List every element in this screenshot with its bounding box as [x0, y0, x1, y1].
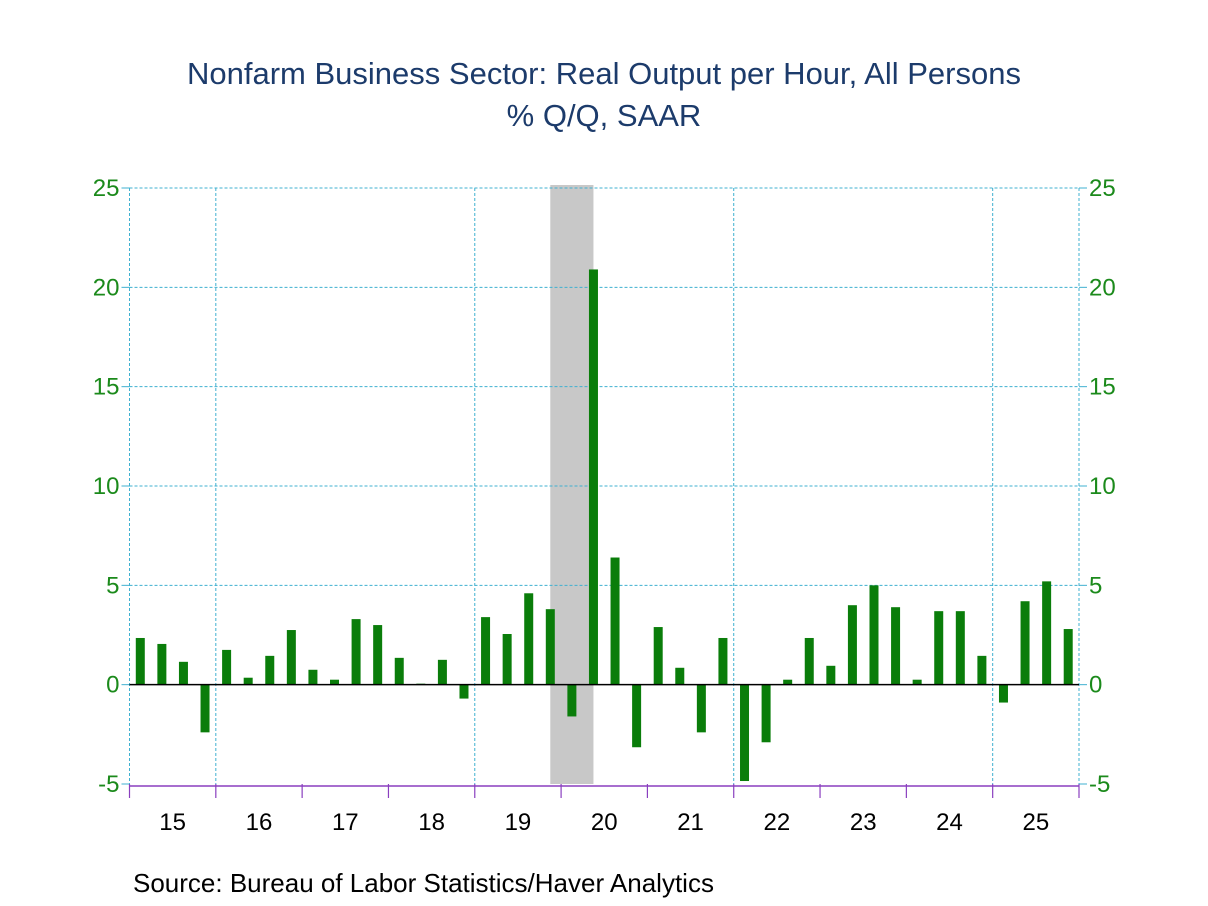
- bar-2018Q4: [459, 684, 469, 699]
- y-tick-label-right: 0: [1089, 672, 1102, 699]
- y-tick-label-right: 15: [1089, 374, 1116, 401]
- y-tick-label-right: 25: [1089, 175, 1116, 202]
- bar-2023Q3: [869, 585, 879, 685]
- bar-2022Q2: [761, 684, 771, 743]
- y-tick-label-right: 20: [1089, 274, 1116, 301]
- bar-2016Q3: [265, 655, 275, 685]
- x-tick-label: 23: [850, 809, 877, 836]
- x-tick-label: 24: [936, 809, 963, 836]
- y-tick-label-right: -5: [1089, 771, 1110, 798]
- bar-2023Q2: [847, 605, 857, 685]
- bar-2020Q3: [610, 557, 620, 685]
- y-tick-label-left: 5: [106, 572, 119, 599]
- bar-2022Q3: [783, 679, 793, 685]
- bar-2017Q3: [351, 619, 361, 685]
- x-tick-label: 21: [677, 809, 704, 836]
- bar-2017Q1: [308, 669, 318, 685]
- bar-2025Q1: [998, 684, 1008, 703]
- bar-2019Q3: [524, 593, 534, 685]
- source-note: Source: Bureau of Labor Statistics/Haver…: [133, 868, 714, 898]
- bar-2016Q2: [243, 677, 253, 685]
- bar-2025Q3: [1042, 581, 1052, 685]
- x-tick-label: 17: [332, 809, 359, 836]
- bar-2020Q4: [632, 684, 642, 748]
- bar-2021Q1: [653, 627, 663, 685]
- x-tick-label: 19: [505, 809, 532, 836]
- chart-subtitle: % Q/Q, SAAR: [506, 98, 702, 133]
- bar-2022Q4: [804, 637, 814, 685]
- bar-2024Q2: [934, 611, 944, 685]
- bar-2019Q2: [502, 634, 512, 685]
- bar-2016Q1: [222, 649, 232, 685]
- chart-title: Nonfarm Business Sector: Real Output per…: [187, 56, 1021, 91]
- bar-2025Q2: [1020, 601, 1030, 685]
- bar-2024Q3: [955, 611, 965, 685]
- bar-2020Q1: [567, 684, 577, 717]
- bar-2023Q1: [826, 665, 836, 685]
- y-tick-label-right: 10: [1089, 473, 1116, 500]
- y-tick-label-left: -5: [98, 771, 119, 798]
- bar-2018Q3: [437, 659, 447, 685]
- x-tick-label: 22: [764, 809, 791, 836]
- y-tick-label-left: 10: [93, 473, 120, 500]
- y-tick-label-left: 25: [93, 175, 120, 202]
- bar-2021Q3: [696, 684, 706, 733]
- bar-2015Q2: [157, 643, 167, 685]
- bar-2024Q4: [977, 655, 987, 685]
- bar-2015Q4: [200, 684, 210, 733]
- x-tick-label: 18: [418, 809, 445, 836]
- bar-2015Q3: [178, 661, 188, 685]
- bar-2021Q2: [675, 667, 685, 685]
- bar-2025Q4: [1063, 629, 1073, 685]
- bar-2021Q4: [718, 637, 728, 685]
- y-tick-label-right: 5: [1089, 572, 1102, 599]
- y-tick-label-left: 20: [93, 274, 120, 301]
- y-tick-label-left: 15: [93, 374, 120, 401]
- bar-2024Q1: [912, 679, 922, 685]
- bar-2017Q2: [330, 679, 340, 685]
- x-tick-label: 15: [159, 809, 186, 836]
- bar-2023Q4: [891, 607, 901, 685]
- bar-2015Q1: [135, 637, 145, 685]
- x-tick-label: 20: [591, 809, 618, 836]
- bar-2019Q1: [481, 617, 491, 685]
- x-tick-label: 25: [1022, 809, 1049, 836]
- bar-2018Q1: [394, 657, 404, 685]
- bar-2016Q4: [286, 630, 296, 685]
- bar-2022Q1: [740, 684, 750, 782]
- y-tick-label-left: 0: [106, 672, 119, 699]
- bar-2017Q4: [373, 625, 383, 685]
- bar-2019Q4: [545, 609, 555, 685]
- x-tick-label: 16: [246, 809, 273, 836]
- bar-2020Q2: [588, 269, 598, 685]
